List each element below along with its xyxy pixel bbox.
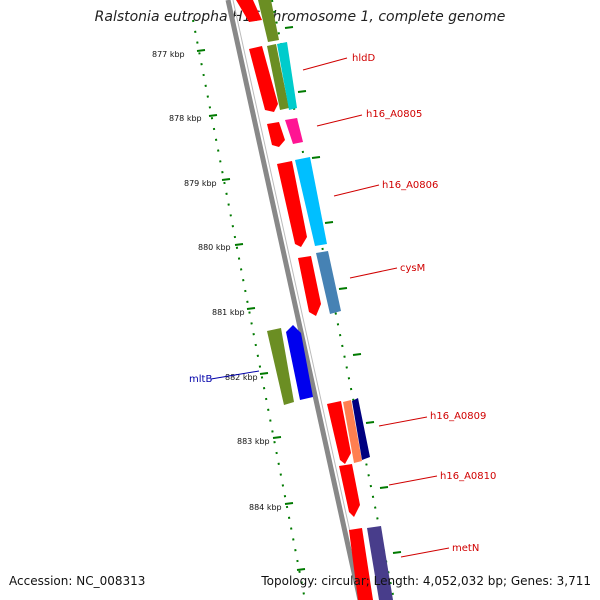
tick-label: 884 kbp xyxy=(249,503,282,512)
gene-block-salmon xyxy=(343,400,362,463)
tick-878: 878 kbp xyxy=(169,114,218,123)
gene-block-red-1 xyxy=(249,46,278,112)
tick-label: 878 kbp xyxy=(169,114,202,123)
tick-884: 884 kbp xyxy=(249,502,294,512)
gene-block-red-top xyxy=(236,0,262,22)
tick-label: 879 kbp xyxy=(184,179,217,188)
gene-label-h16_A0806[interactable]: h16_A0806 xyxy=(382,180,438,191)
gene-block-red-2 xyxy=(267,122,285,147)
gene-label-h16_A0809[interactable]: h16_A0809 xyxy=(430,411,486,422)
gene-block-red-5 xyxy=(327,401,351,464)
accession-text: Accession: NC_008313 xyxy=(9,574,146,588)
tick-879: 879 kbp xyxy=(184,178,231,188)
tick-882: 882 kbp xyxy=(225,372,269,382)
gene-block-red-3 xyxy=(277,161,307,247)
tick-883: 883 kbp xyxy=(237,436,282,446)
gene-label-metN[interactable]: metN xyxy=(452,543,479,554)
tick-label: 880 kbp xyxy=(198,243,231,252)
gene-blocks-colored xyxy=(258,0,393,600)
topology-text: Topology: circular; Length: 4,052,032 bp… xyxy=(261,574,591,588)
label-leaders xyxy=(302,57,450,558)
gene-block-olive xyxy=(267,44,289,110)
gene-block-mltB-blue xyxy=(286,325,313,400)
gene-block-steelblue xyxy=(316,251,341,314)
gene-block-magenta xyxy=(285,118,303,144)
gene-block-cyan-2 xyxy=(295,157,327,246)
gene-block-mltB-olive xyxy=(267,328,294,405)
tick-877: 877 kbp xyxy=(152,49,206,59)
tick-label: 877 kbp xyxy=(152,50,185,59)
gene-block-navy xyxy=(352,398,370,460)
gene-label-h16_A0805[interactable]: h16_A0805 xyxy=(366,109,422,120)
gene-label-mltB[interactable]: mltB xyxy=(189,374,212,385)
gene-block-purple xyxy=(367,526,393,600)
tick-881: 881 kbp xyxy=(212,307,256,317)
gene-blocks-red xyxy=(236,0,373,600)
right-ticks xyxy=(284,26,402,554)
chromosome-backbone xyxy=(225,0,363,600)
tick-880: 880 kbp xyxy=(198,243,244,252)
map-title: Ralstonia eutropha H16 chromosome 1, com… xyxy=(94,9,506,25)
gene-label-hldD[interactable]: hldD xyxy=(352,53,375,64)
gene-block-red-7 xyxy=(349,528,373,600)
mltB-leader xyxy=(210,370,260,380)
gene-block-red-4 xyxy=(298,256,321,316)
tick-label: 881 kbp xyxy=(212,308,245,317)
chromosome-backbone-highlight xyxy=(232,0,366,600)
tick-label: 882 kbp xyxy=(225,373,258,382)
gene-block-cyan-1 xyxy=(277,42,297,110)
tick-885 xyxy=(296,568,306,571)
tick-label: 883 kbp xyxy=(237,437,270,446)
gene-label-h16_A0810[interactable]: h16_A0810 xyxy=(440,471,496,482)
gene-block-red-6 xyxy=(339,464,360,517)
gene-block-olive-top xyxy=(258,0,279,42)
gene-label-cysM[interactable]: cysM xyxy=(400,263,425,274)
